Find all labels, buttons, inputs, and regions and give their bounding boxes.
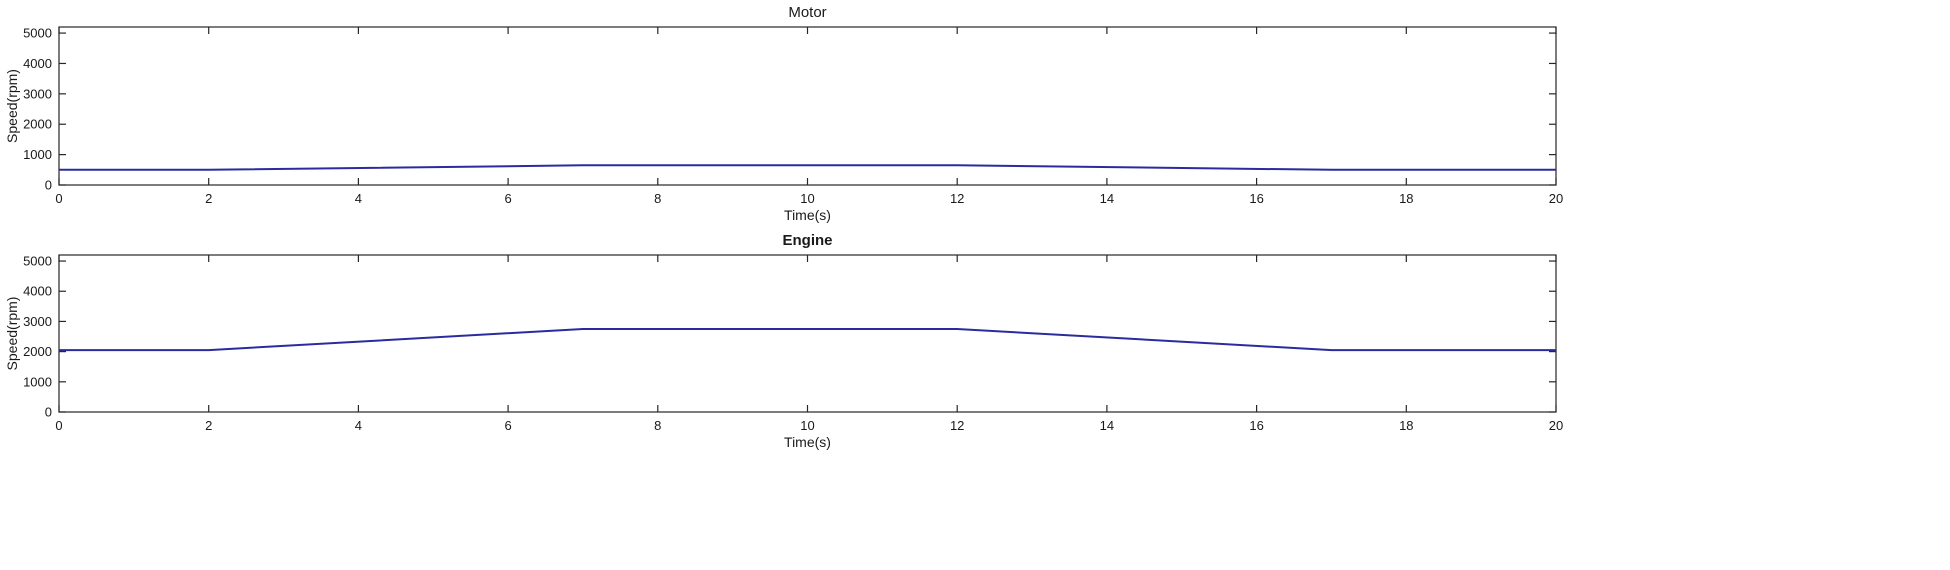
- x-tick-label: 18: [1399, 191, 1413, 206]
- y-tick-label: 4000: [23, 56, 52, 71]
- axes-frame: [58, 26, 1557, 186]
- y-tick-label: 2000: [23, 117, 52, 132]
- x-tick-label: 12: [950, 191, 964, 206]
- y-tick-label: 0: [45, 405, 52, 420]
- x-tick-label: 8: [654, 418, 661, 433]
- chart-title: Motor: [788, 4, 826, 21]
- y-tick-label: 5000: [23, 26, 52, 41]
- x-tick-label: 14: [1100, 418, 1114, 433]
- x-tick-label: 6: [504, 418, 511, 433]
- y-tick-label: 1000: [23, 374, 52, 389]
- x-tick-label: 8: [654, 191, 661, 206]
- series-line-1: [59, 164, 1556, 171]
- x-tick-label: 16: [1249, 418, 1263, 433]
- x-tick-label: 12: [950, 418, 964, 433]
- x-axis-label: Time(s): [784, 434, 831, 450]
- x-tick-label: 0: [55, 418, 62, 433]
- y-axis-label: Speed(rpm): [4, 69, 20, 143]
- y-tick-label: 4000: [23, 284, 52, 299]
- x-tick-label: 20: [1549, 191, 1563, 206]
- x-tick-label: 2: [205, 191, 212, 206]
- x-tick-label: 20: [1549, 418, 1563, 433]
- x-tick-label: 4: [355, 191, 362, 206]
- y-tick-label: 5000: [23, 254, 52, 269]
- chart-panel-1: 0 2 4 6 8 10 12 14 16 18 20 0 1000 2000 3000 4000 5000 Mo…: [4, 4, 1563, 223]
- x-tick-label: 10: [800, 418, 814, 433]
- x-tick-label: 10: [800, 191, 814, 206]
- axes-frame: [58, 254, 1557, 413]
- y-tick-label: 2000: [23, 344, 52, 359]
- y-axis-label: Speed(rpm): [4, 297, 20, 371]
- x-tick-label: 14: [1100, 191, 1114, 206]
- x-tick-label: 0: [55, 191, 62, 206]
- x-tick-label: 2: [205, 418, 212, 433]
- x-tick-label: 6: [504, 191, 511, 206]
- y-tick-label: 3000: [23, 314, 52, 329]
- y-tick-label: 1000: [23, 147, 52, 162]
- x-tick-label: 18: [1399, 418, 1413, 433]
- chart-title: Engine: [782, 232, 832, 249]
- y-tick-label: 0: [45, 178, 52, 193]
- x-tick-label: 4: [355, 418, 362, 433]
- chart-panel-2: 0 2 4 6 8 10 12 14 16 18 20 0 1000 2000 3000 4000 5000 En…: [4, 232, 1563, 450]
- x-tick-label: 16: [1249, 191, 1263, 206]
- y-tick-label: 3000: [23, 86, 52, 101]
- series-line-1: [59, 328, 1556, 352]
- x-axis-label: Time(s): [784, 207, 831, 223]
